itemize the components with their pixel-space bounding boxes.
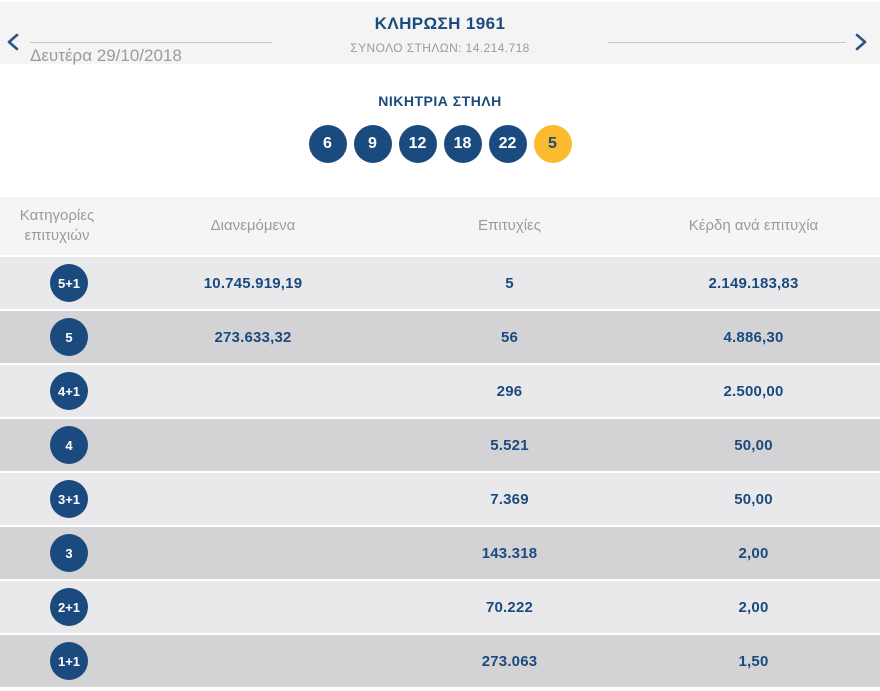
table-row: 5+1 10.745.919,19 5 2.149.183,83 (0, 257, 880, 309)
winners-count: 56 (500, 328, 519, 346)
category-badge: 5+1 (50, 264, 88, 302)
joker-number-ball: 5 (533, 125, 572, 163)
winners-count: 7.369 (490, 490, 529, 508)
winners-count: 5 (505, 274, 514, 292)
winners-count: 70.222 (485, 598, 534, 616)
prize-per-winner: 2,00 (738, 544, 769, 562)
divider-line-left (30, 42, 272, 43)
column-header-winners: Επιτυχίες (478, 216, 541, 234)
category-badge: 3+1 (50, 480, 88, 518)
table-row: 3+1 7.369 50,00 (0, 473, 880, 525)
column-header-distributed: Διανεμόμενα (210, 216, 296, 234)
distributed-amount: 10.745.919,19 (203, 274, 303, 292)
total-columns-label: ΣΥΝΟΛΟ ΣΤΗΛΩΝ: 14.214.718 (350, 41, 530, 55)
winning-number-ball: 6 (308, 125, 347, 163)
table-row: 4 5.521 50,00 (0, 419, 880, 471)
prize-per-winner: 2.149.183,83 (708, 274, 799, 292)
winners-count: 273.063 (481, 652, 538, 670)
category-badge: 1+1 (50, 642, 88, 680)
winners-count: 296 (496, 382, 523, 400)
winning-number-ball: 18 (443, 125, 482, 163)
winning-numbers: 6 9 12 18 22 5 (0, 125, 880, 163)
table-row: 4+1 296 2.500,00 (0, 365, 880, 417)
prize-per-winner: 2,00 (738, 598, 769, 616)
table-row: 1+1 273.063 1,50 (0, 635, 880, 687)
category-badge: 4+1 (50, 372, 88, 410)
divider-line-right (608, 42, 846, 43)
prize-per-winner: 1,50 (738, 652, 769, 670)
category-badge: 5 (50, 318, 88, 356)
draw-date: Δευτέρα 29/10/2018 (30, 46, 182, 65)
table-header-row: Κατηγορίες επιτυχιών Διανεμόμενα Επιτυχί… (0, 197, 880, 255)
prize-per-winner: 4.886,30 (723, 328, 784, 346)
draw-title: ΚΛΗΡΩΣΗ 1961 (374, 14, 506, 33)
prize-per-winner: 50,00 (734, 490, 773, 508)
winning-number-ball: 12 (398, 125, 437, 163)
winners-count: 5.521 (490, 436, 529, 454)
next-draw-button[interactable] (854, 32, 874, 52)
chevron-right-icon (854, 33, 874, 51)
category-badge: 3 (50, 534, 88, 572)
winners-count: 143.318 (481, 544, 538, 562)
distributed-amount: 273.633,32 (214, 328, 292, 346)
winning-column-section: ΝΙΚΗΤΡΙΑ ΣΤΗΛΗ 6 9 12 18 22 5 (0, 93, 880, 163)
winning-number-ball: 22 (488, 125, 527, 163)
draw-navigation-header: Δευτέρα 29/10/2018 ΚΛΗΡΩΣΗ 1961 ΣΥΝΟΛΟ Σ… (0, 2, 880, 65)
category-badge: 4 (50, 426, 88, 464)
table-row: 3 143.318 2,00 (0, 527, 880, 579)
previous-draw-button[interactable] (6, 32, 26, 52)
table-row: 2+1 70.222 2,00 (0, 581, 880, 633)
prize-per-winner: 50,00 (734, 436, 773, 454)
table-row: 5 273.633,32 56 4.886,30 (0, 311, 880, 363)
column-header-categories: Κατηγορίες επιτυχιών (19, 206, 95, 244)
chevron-left-icon (6, 33, 26, 51)
prize-tiers-table: Κατηγορίες επιτυχιών Διανεμόμενα Επιτυχί… (0, 197, 880, 687)
winning-column-title: ΝΙΚΗΤΡΙΑ ΣΤΗΛΗ (378, 93, 502, 109)
draw-title-block: ΚΛΗΡΩΣΗ 1961 ΣΥΝΟΛΟ ΣΤΗΛΩΝ: 14.214.718 (350, 14, 529, 55)
winning-number-ball: 9 (353, 125, 392, 163)
column-header-prize: Κέρδη ανά επιτυχία (688, 216, 819, 234)
category-badge: 2+1 (50, 588, 88, 626)
prize-per-winner: 2.500,00 (723, 382, 784, 400)
